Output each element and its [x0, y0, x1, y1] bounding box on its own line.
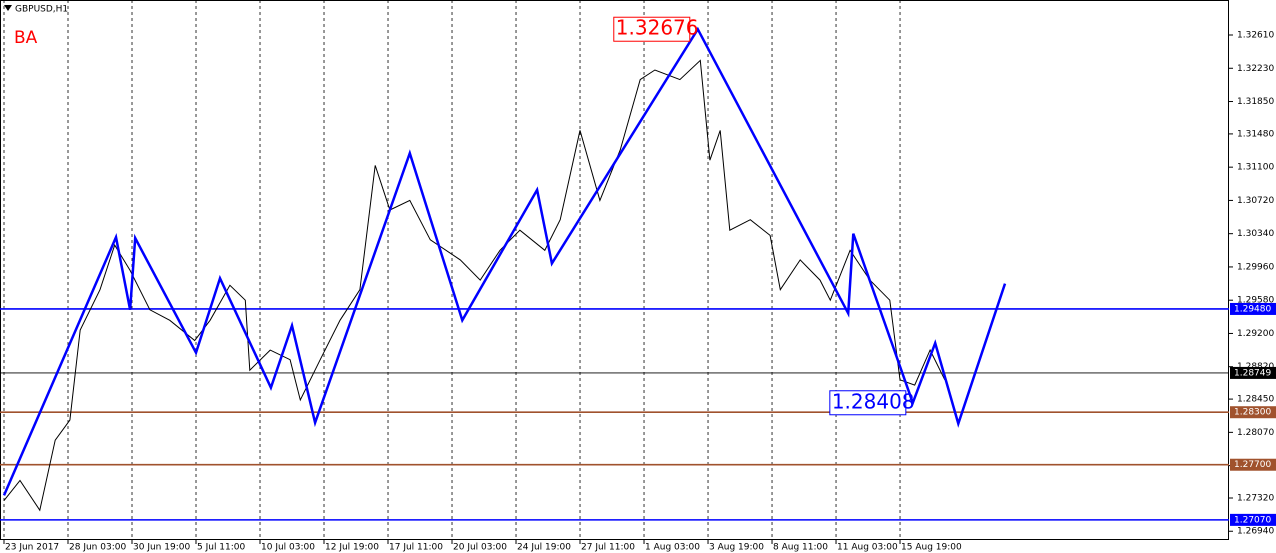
level-label: 1.27070	[1234, 515, 1271, 525]
peak-label: 1.32676	[616, 16, 699, 40]
series-line	[3, 59, 946, 512]
x-tick-label: 3 Aug 19:00	[709, 543, 764, 553]
y-tick-label: 1.31850	[1237, 97, 1274, 107]
annotation: BA	[14, 28, 38, 48]
trough-box	[829, 390, 907, 416]
y-tick-label: 1.29960	[1237, 262, 1274, 272]
trough-label: 1.28408	[832, 389, 915, 413]
chart-title: GBPUSD,H1	[15, 5, 68, 15]
x-tick-label: 8 Aug 11:00	[773, 543, 828, 553]
level-label: 1.28749	[1234, 368, 1271, 378]
x-tick-label: 15 Aug 19:00	[901, 543, 962, 553]
x-tick-label: 24 Jul 19:00	[517, 543, 571, 553]
y-tick-label: 1.29580	[1237, 296, 1274, 306]
x-tick-label: 27 Jul 11:00	[581, 543, 635, 553]
y-tick-label: 1.31480	[1237, 129, 1274, 139]
y-tick-label: 1.29200	[1237, 329, 1274, 339]
level-tag	[1230, 458, 1276, 471]
plot-frame	[0, 0, 1229, 540]
x-tick-label: 17 Jul 11:00	[389, 543, 443, 553]
level-tag	[1230, 366, 1276, 379]
x-tick-label: 20 Jul 03:00	[453, 543, 507, 553]
x-tick-label: 1 Aug 03:00	[645, 543, 700, 553]
x-tick-label: 23 Jun 2017	[5, 543, 59, 553]
x-tick-label: 12 Jul 19:00	[325, 543, 379, 553]
y-tick-label: 1.32230	[1237, 64, 1274, 74]
peak-box	[613, 16, 691, 42]
y-tick-label: 1.28070	[1237, 428, 1274, 438]
y-tick-label: 1.31100	[1237, 163, 1274, 173]
menu-arrow	[4, 5, 12, 11]
y-tick-label: 1.30340	[1237, 229, 1274, 239]
level-tag	[1230, 302, 1276, 315]
x-tick-label: 11 Aug 03:00	[837, 543, 898, 553]
x-tick-label: 10 Jul 03:00	[261, 543, 315, 553]
y-tick-label: 1.28450	[1237, 395, 1274, 405]
level-tag	[1230, 406, 1276, 419]
level-label: 1.27700	[1234, 460, 1271, 470]
x-tick-label: 30 Jun 19:00	[133, 543, 190, 553]
y-tick-label: 1.26940	[1237, 527, 1274, 537]
y-tick-label: 1.32610	[1237, 31, 1274, 41]
level-label: 1.28300	[1234, 408, 1271, 418]
y-tick-label: 1.30720	[1237, 196, 1274, 206]
x-tick-label: 28 Jun 03:00	[69, 543, 126, 553]
level-tag	[1230, 513, 1276, 526]
y-tick-label: 1.27320	[1237, 493, 1274, 503]
x-tick-label: 5 Jul 11:00	[197, 543, 246, 553]
series-line	[2, 26, 1007, 496]
level-label: 1.29480	[1234, 304, 1271, 314]
